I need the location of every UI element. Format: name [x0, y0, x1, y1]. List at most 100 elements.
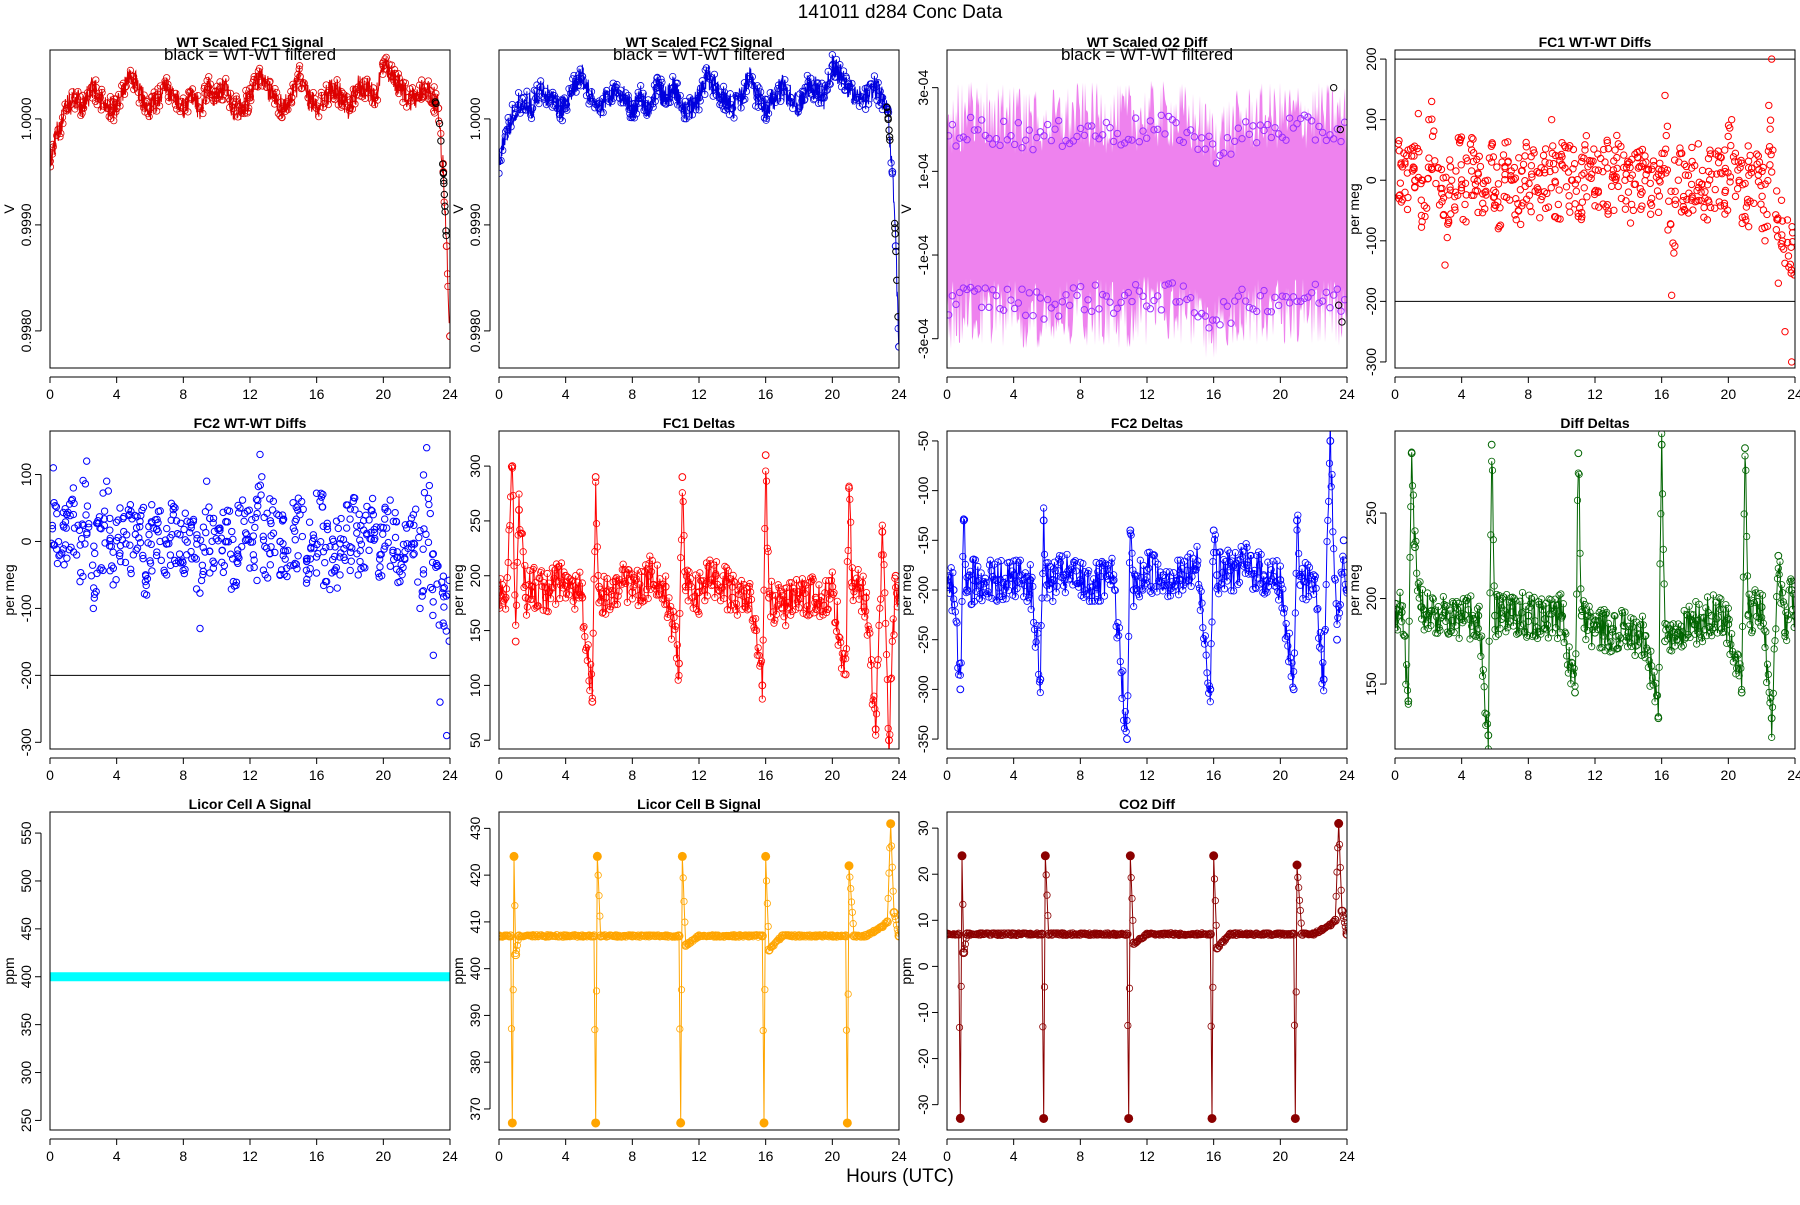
y-tick-label: 3e-04	[915, 70, 931, 106]
data-point	[1516, 155, 1522, 161]
data-point	[1555, 201, 1561, 207]
data-point	[202, 509, 208, 515]
data-point	[1548, 116, 1554, 122]
data-point	[354, 530, 360, 536]
data-point	[1662, 92, 1668, 98]
data-point	[1556, 187, 1562, 193]
data-point	[322, 559, 328, 565]
data-point	[313, 570, 319, 576]
y-tick-label: -50	[915, 431, 931, 451]
y-tick-label: 200	[1363, 587, 1379, 611]
data-point	[1647, 200, 1653, 206]
data-point	[107, 527, 113, 533]
y-tick-label: 0.9990	[18, 203, 34, 246]
y-tick-label: 420	[467, 863, 483, 887]
data-point	[1605, 145, 1611, 151]
data-point	[269, 507, 275, 513]
y-tick-label: 370	[467, 1097, 483, 1121]
data-point	[1453, 168, 1459, 174]
x-tick-label: 12	[1139, 386, 1155, 402]
data-point	[1008, 297, 1014, 303]
y-tick-label: -300	[915, 675, 931, 703]
data-point	[446, 638, 452, 644]
data-point	[110, 582, 116, 588]
data-point	[1742, 445, 1749, 452]
data-point	[1448, 177, 1454, 183]
chart-title: FC2 Deltas	[1111, 415, 1184, 431]
data-point	[203, 529, 209, 535]
data-point	[210, 515, 216, 521]
data-point	[392, 534, 398, 540]
data-point	[358, 541, 364, 547]
plot-area	[47, 54, 454, 339]
data-point	[257, 451, 263, 457]
data-point	[1107, 125, 1113, 131]
data-point	[1579, 199, 1585, 205]
data-point	[1773, 227, 1779, 233]
x-tick-label: 16	[309, 767, 325, 783]
data-point	[1663, 146, 1669, 152]
data-point	[1701, 204, 1707, 210]
data-point	[1404, 206, 1410, 212]
data-point	[182, 510, 188, 516]
x-tick-label: 20	[1273, 767, 1289, 783]
y-tick-label: 200	[467, 564, 483, 588]
x-tick-label: 8	[1076, 767, 1084, 783]
data-point	[377, 564, 383, 570]
data-point	[440, 573, 446, 579]
plot-area	[495, 820, 903, 1127]
data-point	[1625, 189, 1631, 195]
x-tick-label: 0	[943, 386, 951, 402]
x-tick-label: 12	[1587, 386, 1603, 402]
x-tick-label: 4	[1010, 767, 1018, 783]
x-tick-label: 16	[1654, 767, 1670, 783]
x-tick-label: 8	[628, 1148, 636, 1164]
data-point	[1418, 197, 1424, 203]
data-point	[1760, 207, 1766, 213]
data-point	[1124, 736, 1131, 743]
data-point	[423, 445, 429, 451]
data-point	[1477, 163, 1483, 169]
data-point	[206, 504, 212, 510]
x-tick-label: 16	[1206, 767, 1222, 783]
data-point	[1340, 537, 1347, 544]
x-tick-label: 24	[1787, 767, 1800, 783]
data-point	[149, 568, 155, 574]
data-point	[1657, 160, 1663, 166]
data-point	[292, 537, 298, 543]
data-point	[141, 591, 147, 597]
data-point	[181, 526, 187, 532]
data-point	[1614, 132, 1620, 138]
data-point	[430, 599, 436, 605]
data-point	[426, 501, 432, 507]
data-point	[1664, 123, 1670, 129]
data-point	[1030, 312, 1036, 318]
data-point	[1627, 220, 1633, 226]
x-tick-label: 20	[376, 386, 392, 402]
data-point	[1542, 146, 1548, 152]
data-point	[1745, 143, 1751, 149]
data-point	[1520, 161, 1526, 167]
data-point	[127, 542, 133, 548]
data-point	[1433, 180, 1439, 186]
x-tick-label: 8	[1524, 767, 1532, 783]
chart-title: FC1 Deltas	[663, 415, 736, 431]
plot-area	[496, 52, 903, 351]
x-tick-label: 12	[691, 1148, 707, 1164]
data-point	[1522, 153, 1528, 159]
y-axis-label: ppm	[1, 957, 17, 984]
data-point	[1759, 193, 1765, 199]
data-point	[1044, 121, 1050, 127]
data-point	[1415, 110, 1421, 116]
data-point	[295, 553, 301, 559]
data-point	[347, 516, 353, 522]
